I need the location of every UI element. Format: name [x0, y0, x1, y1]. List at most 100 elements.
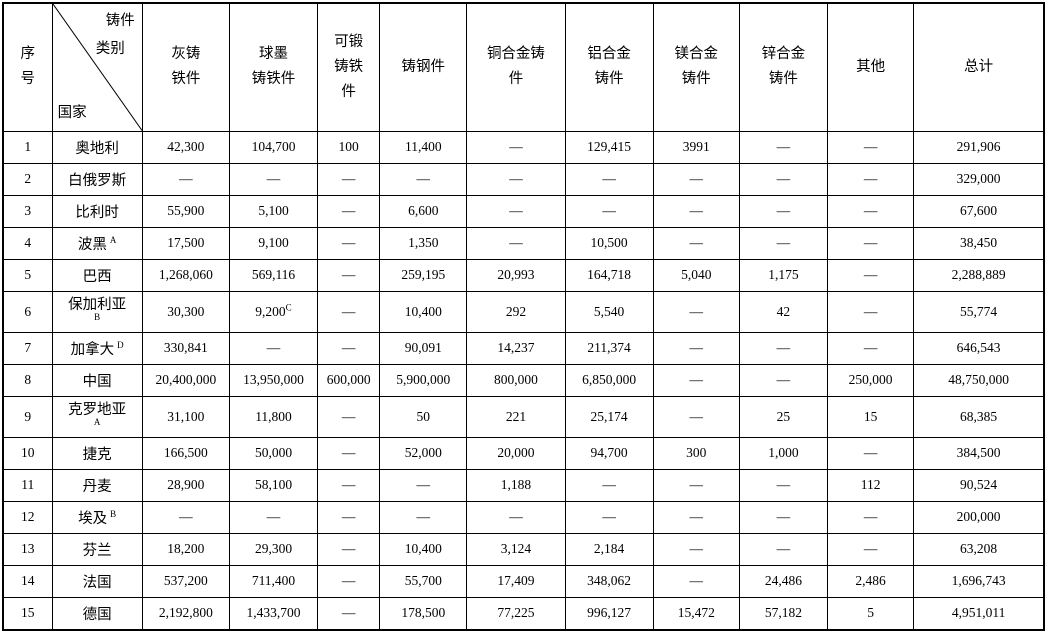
value-cell: 5 — [826, 596, 915, 631]
value-cell: 18,200 — [141, 532, 230, 566]
col-header-zinc-alloy: 锌合金 铸件 — [738, 2, 829, 132]
value-cell: 29,300 — [228, 532, 319, 566]
value-cell: — — [738, 226, 829, 260]
row-serial-cell: 10 — [2, 436, 53, 470]
country-cell: 中国 — [51, 363, 143, 397]
table-body: 1 奥地利 42,300 104,700 100 11,400—129,415 3991— —… — [2, 130, 1045, 631]
value-cell: 11,800 — [228, 395, 319, 438]
value-cell: 2,288,889 — [913, 258, 1045, 292]
value-cell: 13,950,000 — [228, 363, 319, 397]
value-cell: 77,225 — [466, 596, 566, 631]
value-cell: 5,900,000 — [379, 363, 468, 397]
table-row: 14 法国 537,200 711,400—55,700 17,409 348,062—2… — [2, 564, 1045, 598]
value-cell: — — [652, 500, 740, 534]
value-cell: — — [826, 194, 915, 228]
table-row: 6 保加利亚 B 30,300 9,200C —10,400 292 5,540—42—55,… — [2, 290, 1045, 333]
value-cell: 90,091 — [379, 331, 468, 365]
table-row: 9 克罗地亚 A 31,100 11,800—50 221 25,174—25 15 68,38… — [2, 395, 1045, 438]
value-cell: — — [379, 468, 468, 502]
country-cell: 德国 — [51, 596, 143, 631]
value-cell: — — [652, 226, 740, 260]
country-cell: 埃及 B — [51, 500, 143, 534]
value-cell: — — [652, 532, 740, 566]
value-cell: 90,524 — [913, 468, 1045, 502]
value-cell: 2,184 — [564, 532, 654, 566]
value-cell: — — [317, 331, 381, 365]
value-cell: 6,850,000 — [564, 363, 654, 397]
value-cell: — — [141, 162, 230, 196]
value-cell: 129,415 — [564, 130, 654, 164]
value-cell: 30,300 — [141, 290, 230, 333]
value-cell: 800,000 — [466, 363, 566, 397]
value-cell: 9,100 — [228, 226, 319, 260]
value-cell: 200,000 — [913, 500, 1045, 534]
value-cell: 996,127 — [564, 596, 654, 631]
value-cell: — — [738, 331, 829, 365]
value-cell: — — [738, 130, 829, 164]
value-cell: — — [564, 468, 654, 502]
value-cell: 1,175 — [738, 258, 829, 292]
value-cell: 259,195 — [379, 258, 468, 292]
value-cell: 50,000 — [228, 436, 319, 470]
diagonal-line — [53, 4, 142, 131]
value-cell: 14,237 — [466, 331, 566, 365]
value-cell: 9,200C — [228, 290, 319, 333]
country-cell: 芬兰 — [51, 532, 143, 566]
value-cell: 48,750,000 — [913, 363, 1045, 397]
footnote-marker: B — [110, 508, 117, 519]
col-header-cast-steel: 铸钢件 — [379, 2, 468, 132]
footnote-marker: A — [93, 416, 101, 427]
row-serial-cell: 2 — [2, 162, 53, 196]
value-cell: — — [317, 436, 381, 470]
value-cell: — — [652, 395, 740, 438]
value-cell: 42 — [738, 290, 829, 333]
value-cell: 10,500 — [564, 226, 654, 260]
value-cell: 1,696,743 — [913, 564, 1045, 598]
value-cell: 348,062 — [564, 564, 654, 598]
col-header-magnesium-alloy: 镁合金 铸件 — [652, 2, 740, 132]
country-cell: 比利时 — [51, 194, 143, 228]
value-cell: 3,124 — [466, 532, 566, 566]
value-cell: 25,174 — [564, 395, 654, 438]
value-cell: — — [738, 500, 829, 534]
value-cell: 28,900 — [141, 468, 230, 502]
col-header-other: 其他 — [826, 2, 915, 132]
value-cell: — — [826, 226, 915, 260]
value-cell: — — [317, 395, 381, 438]
value-cell: 38,450 — [913, 226, 1045, 260]
value-cell: 2,486 — [826, 564, 915, 598]
country-cell: 加拿大 D — [51, 331, 143, 365]
value-cell: 10,400 — [379, 290, 468, 333]
col-header-corner: 铸件 类别 国家 — [51, 2, 143, 132]
value-cell: — — [317, 226, 381, 260]
value-cell: — — [317, 194, 381, 228]
table-row: 3 比利时 55,900 5,100—6,600— — — — —67,600 — [2, 194, 1045, 228]
value-cell: 250,000 — [826, 363, 915, 397]
table-row: 7 加拿大 D 330,841— —90,091 14,237 211,374— — —646,… — [2, 331, 1045, 365]
value-cell: 1,000 — [738, 436, 829, 470]
value-cell: 211,374 — [564, 331, 654, 365]
row-serial-cell: 6 — [2, 290, 53, 333]
value-cell: 711,400 — [228, 564, 319, 598]
header-row: 序 号 铸件 类别 国家 灰铸 铁件 球墨 铸铁件 可锻 铸铁 件 铸钢件 铜合… — [2, 2, 1045, 132]
row-serial-cell: 5 — [2, 258, 53, 292]
country-cell: 保加利亚 B — [51, 290, 143, 333]
table-row: 10 捷克 166,500 50,000—52,000 20,000 94,700 300 1… — [2, 436, 1045, 470]
corner-label-category-top: 铸件 — [105, 13, 135, 29]
value-cell: — — [228, 331, 319, 365]
value-cell: — — [738, 162, 829, 196]
value-cell: — — [317, 290, 381, 333]
value-cell: 55,700 — [379, 564, 468, 598]
value-cell: — — [652, 290, 740, 333]
value-cell: 31,100 — [141, 395, 230, 438]
value-cell: — — [738, 468, 829, 502]
col-header-gray-iron: 灰铸 铁件 — [141, 2, 230, 132]
value-cell: 164,718 — [564, 258, 654, 292]
value-cell: — — [652, 194, 740, 228]
country-cell: 巴西 — [51, 258, 143, 292]
col-header-serial: 序 号 — [2, 2, 53, 132]
value-cell: 292 — [466, 290, 566, 333]
value-cell: — — [652, 331, 740, 365]
